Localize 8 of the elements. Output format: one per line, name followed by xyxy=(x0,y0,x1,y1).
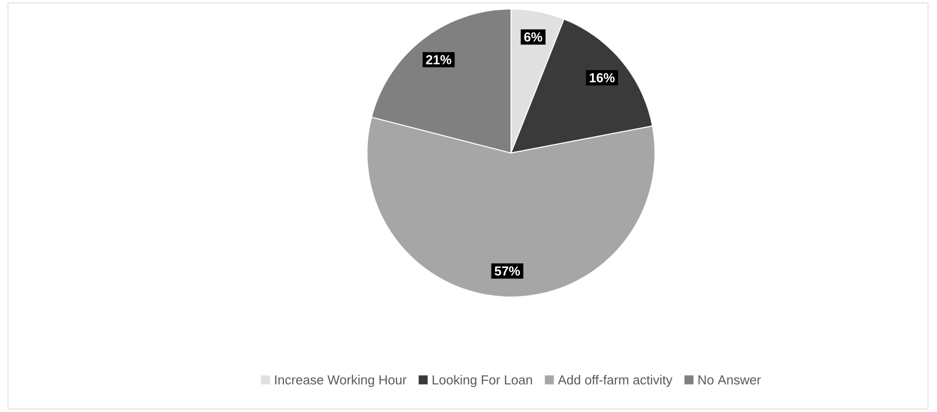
data-label: 21% xyxy=(426,55,452,64)
data-label: 16% xyxy=(590,73,615,82)
legend-label: No Answer xyxy=(698,375,761,384)
legend-label: Looking For Loan xyxy=(432,374,532,388)
data-label: 6% xyxy=(524,32,542,42)
legend-label: Add off-farm activity xyxy=(558,374,672,388)
data-label: 57% xyxy=(494,266,520,276)
legend-label: Increase Working Hour xyxy=(275,374,406,388)
